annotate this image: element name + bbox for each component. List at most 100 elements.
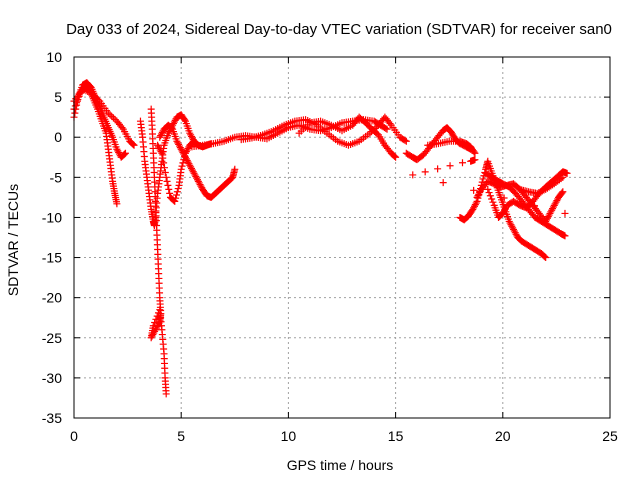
data-point [173,188,181,196]
data-point [551,200,559,208]
data-point [174,139,182,147]
data-point [154,309,162,317]
data-point [402,137,410,145]
y-tick-label: -20 [42,290,62,306]
data-point [82,87,90,95]
data-point [114,147,122,155]
data-point [486,192,494,200]
x-tick-label: 15 [388,428,404,444]
data-point [187,131,195,139]
y-tick-label: -5 [50,169,63,185]
data-point [538,187,546,195]
x-axis-label: GPS time / hours [287,457,394,473]
series-track-e [147,105,170,398]
data-point [546,209,554,217]
data-point [156,146,164,154]
data-point [390,152,398,160]
data-point [169,120,177,128]
data-point [185,160,193,168]
data-point [193,174,201,182]
data-point [544,213,552,221]
x-tick-label: 10 [281,428,297,444]
data-point [373,123,381,131]
data-point [537,188,545,196]
data-point [485,189,493,197]
data-point [158,128,166,136]
data-point [488,195,496,203]
data-point [175,140,183,148]
data-point [506,219,514,227]
data-point [500,208,508,216]
data-point [178,147,186,155]
data-point [172,194,180,202]
data-point [108,112,116,120]
data-point [162,390,170,398]
data-point [182,155,190,163]
data-point [470,186,478,194]
data-point [179,148,187,156]
data-point [543,214,551,222]
grid-lines [74,57,610,418]
data-point [470,148,478,156]
data-point [178,162,186,170]
data-points [70,79,571,398]
data-point [505,217,513,225]
data-point [510,227,518,235]
data-point [180,150,188,158]
series-track-q [516,173,567,197]
data-point [175,142,183,150]
data-point [446,162,454,170]
data-point [151,319,159,327]
data-point [189,168,197,176]
data-point [171,197,179,205]
data-point [193,176,201,184]
x-tick-label: 5 [177,428,185,444]
chart-title: Day 033 of 2024, Sidereal Day-to-day VTE… [66,21,612,38]
series-track-j [295,113,400,161]
data-point [163,177,171,185]
data-point [471,156,479,164]
data-point [121,150,129,158]
data-point [160,164,168,172]
data-point [161,169,169,177]
data-point [473,193,481,201]
data-point [89,91,97,99]
data-point [471,149,479,157]
data-point [79,85,87,93]
data-point [184,158,192,166]
y-tick-label: -10 [42,209,62,225]
data-point [561,209,569,217]
data-point [197,182,205,190]
data-point [470,202,478,210]
data-point [472,199,480,207]
data-point [533,189,541,197]
data-point [164,181,172,189]
data-point [121,149,129,157]
data-point [511,229,519,237]
data-point [160,159,168,167]
data-point [171,116,179,124]
data-point [479,175,487,183]
data-point [561,232,569,240]
data-point [439,179,447,187]
data-point [164,129,172,137]
data-point [196,181,204,189]
data-point [231,165,239,173]
data-point [168,124,176,132]
data-point [535,189,543,197]
data-point [189,138,197,146]
data-point [154,143,162,151]
data-point [195,179,203,187]
data-point [458,159,466,167]
data-point [181,153,189,161]
y-axis-label: SDTVAR / TECUs [5,184,21,296]
x-tick-label: 25 [602,428,618,444]
data-point [512,230,520,238]
data-point [152,315,160,323]
data-point [500,194,508,202]
data-point [542,254,550,262]
data-point [409,171,417,179]
data-point [543,216,551,224]
data-point [92,94,100,102]
x-tick-label: 20 [495,428,511,444]
